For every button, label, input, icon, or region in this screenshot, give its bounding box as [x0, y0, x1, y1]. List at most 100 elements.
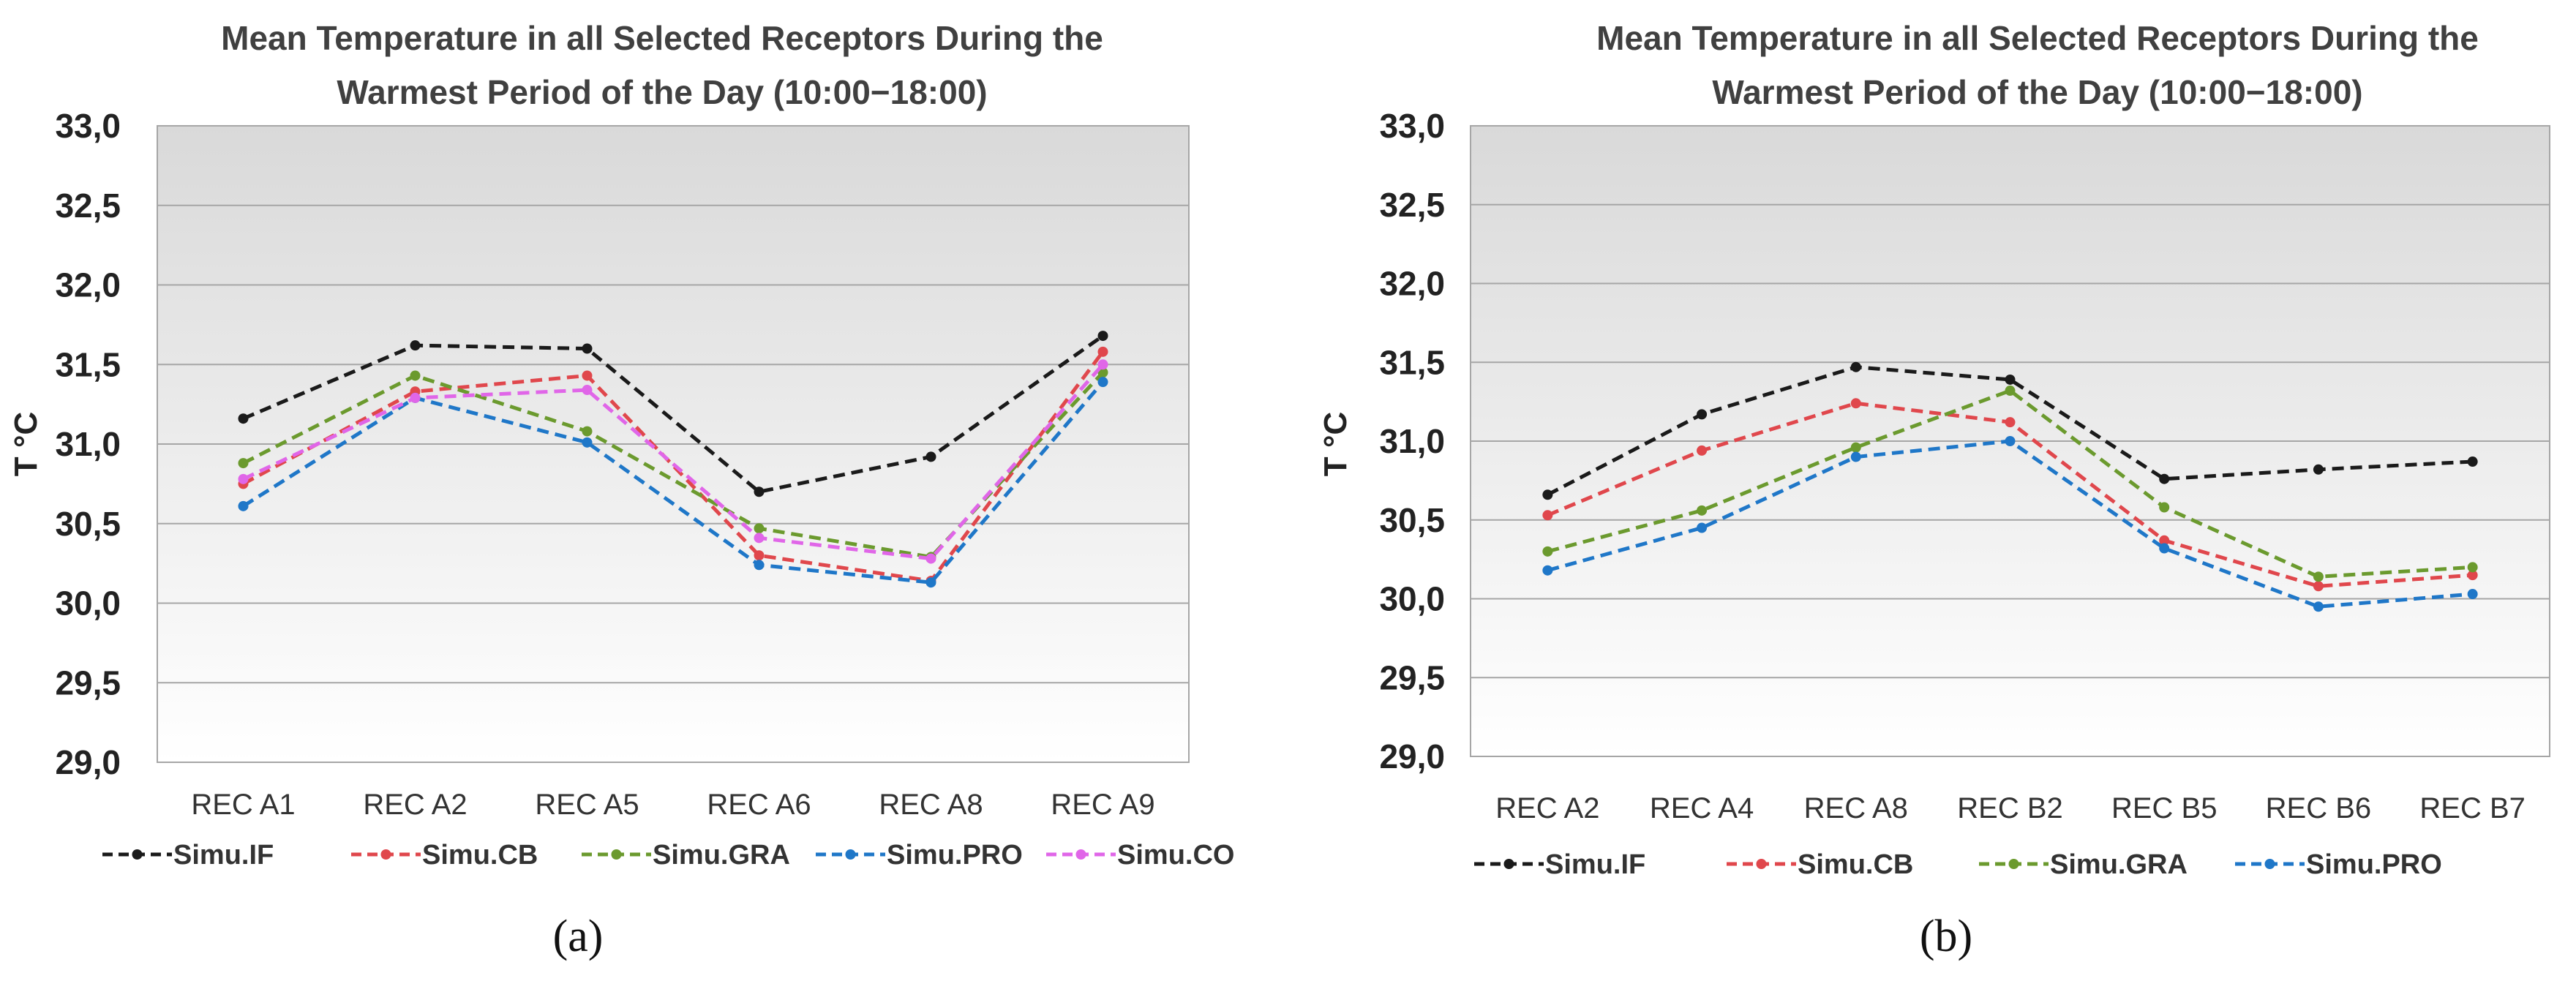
data-point: [1097, 331, 1108, 342]
data-point: [2159, 473, 2170, 484]
data-point: [2313, 571, 2324, 582]
data-point: [754, 523, 765, 534]
data-point: [2005, 374, 2016, 385]
data-point: [1697, 409, 1708, 420]
data-point: [2467, 456, 2478, 467]
data-point: [1542, 510, 1553, 521]
x-tick-label: REC B7: [2419, 792, 2526, 824]
y-tick-label: 32,5: [55, 187, 121, 225]
series-line-Simu.PRO: [242, 380, 1105, 585]
data-point: [1097, 346, 1108, 357]
y-tick-label: 32,5: [1379, 186, 1445, 224]
data-point: [1850, 361, 1861, 372]
data-point: [410, 340, 421, 351]
data-point: [582, 437, 593, 448]
data-point: [1697, 445, 1708, 456]
chart-a: Mean Temperature in all Selected Recepto…: [8, 19, 1234, 961]
y-tick-label: 29,5: [1379, 658, 1445, 696]
data-point: [2467, 570, 2478, 581]
series-line-Simu.CO: [242, 363, 1105, 561]
data-point: [2159, 543, 2170, 554]
y-tick-label: 30,0: [1379, 580, 1445, 618]
data-point: [754, 560, 765, 571]
legend-marker: [1756, 859, 1767, 869]
y-tick-label: 29,0: [1379, 737, 1445, 775]
legend-marker: [380, 849, 391, 860]
legend-label: Simu.GRA: [653, 840, 790, 871]
chart-a-y-ticks: 29,0 29,5 30,0 30,5 31,0 31,5 32,0 32,5 33,0: [55, 107, 121, 781]
y-tick-label: 29,0: [55, 743, 121, 781]
legend-marker: [2264, 859, 2275, 869]
legend-marker: [1075, 849, 1086, 860]
data-point: [1097, 359, 1108, 370]
data-point: [1097, 377, 1108, 388]
data-point: [238, 473, 249, 484]
x-tick-label: REC A6: [707, 789, 811, 821]
data-point: [1697, 505, 1708, 516]
x-tick-label: REC A2: [1495, 792, 1599, 824]
data-point: [582, 343, 593, 354]
chart-a-series: [238, 331, 1108, 588]
chart-b-y-ticks: 29,0 29,5 30,0 30,5 31,0 31,5 32,0 32,5 33,0: [1379, 107, 1445, 775]
data-point: [1542, 546, 1553, 557]
chart-b-panel-label: (b): [1920, 912, 1972, 961]
data-point: [2313, 464, 2324, 475]
chart-a-x-ticks: REC A1 REC A2 REC A5 REC A6 REC A8 REC A9: [191, 789, 1154, 821]
legend-label: Simu.CO: [1117, 840, 1234, 871]
legend-label: Simu.CB: [422, 840, 538, 871]
x-tick-label: REC A5: [535, 789, 639, 821]
x-tick-label: REC B5: [2111, 792, 2218, 824]
data-point: [1697, 522, 1708, 533]
legend-marker: [1503, 859, 1514, 869]
y-tick-label: 30,5: [1379, 501, 1445, 539]
data-point: [2005, 386, 2016, 396]
y-tick-label: 29,5: [55, 664, 121, 702]
chart-b-x-ticks: REC A2 REC A4 REC A8 REC B2 REC B5 REC B6 REC …: [1495, 792, 2526, 824]
y-tick-label: 31,0: [55, 425, 121, 463]
data-point: [754, 533, 765, 544]
data-point: [1542, 489, 1553, 500]
data-point: [925, 553, 936, 564]
data-point: [2005, 436, 2016, 446]
y-tick-label: 31,5: [55, 345, 121, 383]
chart-a-legend: Simu.IF Simu.CB Simu.GRA Simu.PRO Simu.CO: [102, 840, 1234, 871]
chart-b-title-line-1: Mean Temperature in all Selected Recepto…: [1596, 19, 2479, 57]
legend-label: Simu.PRO: [887, 840, 1023, 871]
y-tick-label: 33,0: [55, 107, 121, 145]
legend-marker: [845, 849, 856, 860]
data-point: [1850, 398, 1861, 409]
data-point: [238, 500, 249, 511]
legend-label: Simu.PRO: [2306, 849, 2442, 880]
chart-a-gridlines: [157, 125, 1189, 763]
data-point: [754, 486, 765, 497]
y-tick-label: 33,0: [1379, 107, 1445, 145]
data-point: [2467, 589, 2478, 600]
y-tick-label: 32,0: [55, 266, 121, 304]
x-tick-label: REC B2: [1957, 792, 2063, 824]
chart-b-series: [1542, 361, 2478, 612]
chart-a-panel-label: (a): [553, 912, 604, 961]
x-tick-label: REC B6: [2266, 792, 2372, 824]
chart-b-legend: Simu.IF Simu.CB Simu.GRA Simu.PRO: [1474, 849, 2442, 880]
data-point: [2313, 581, 2324, 592]
data-point: [754, 550, 765, 561]
chart-a-title-line-2: Warmest Period of the Day (10:00−18:00): [337, 73, 987, 111]
data-point: [1850, 442, 1861, 453]
legend-label: Simu.IF: [1545, 849, 1645, 880]
legend-marker: [2008, 859, 2019, 869]
chart-a-title-line-1: Mean Temperature in all Selected Recepto…: [221, 19, 1103, 57]
legend-marker: [132, 849, 143, 860]
data-point: [410, 392, 421, 403]
data-point: [238, 458, 249, 469]
data-point: [582, 385, 593, 396]
data-point: [2159, 502, 2170, 513]
data-point: [925, 577, 936, 588]
data-point: [2159, 535, 2170, 546]
legend-label: Simu.CB: [1798, 849, 1913, 880]
legend-label: Simu.IF: [173, 840, 274, 871]
chart-b-title-line-2: Warmest Period of the Day (10:00−18:00): [1712, 73, 2362, 111]
data-point: [582, 426, 593, 437]
y-tick-label: 30,0: [55, 585, 121, 623]
